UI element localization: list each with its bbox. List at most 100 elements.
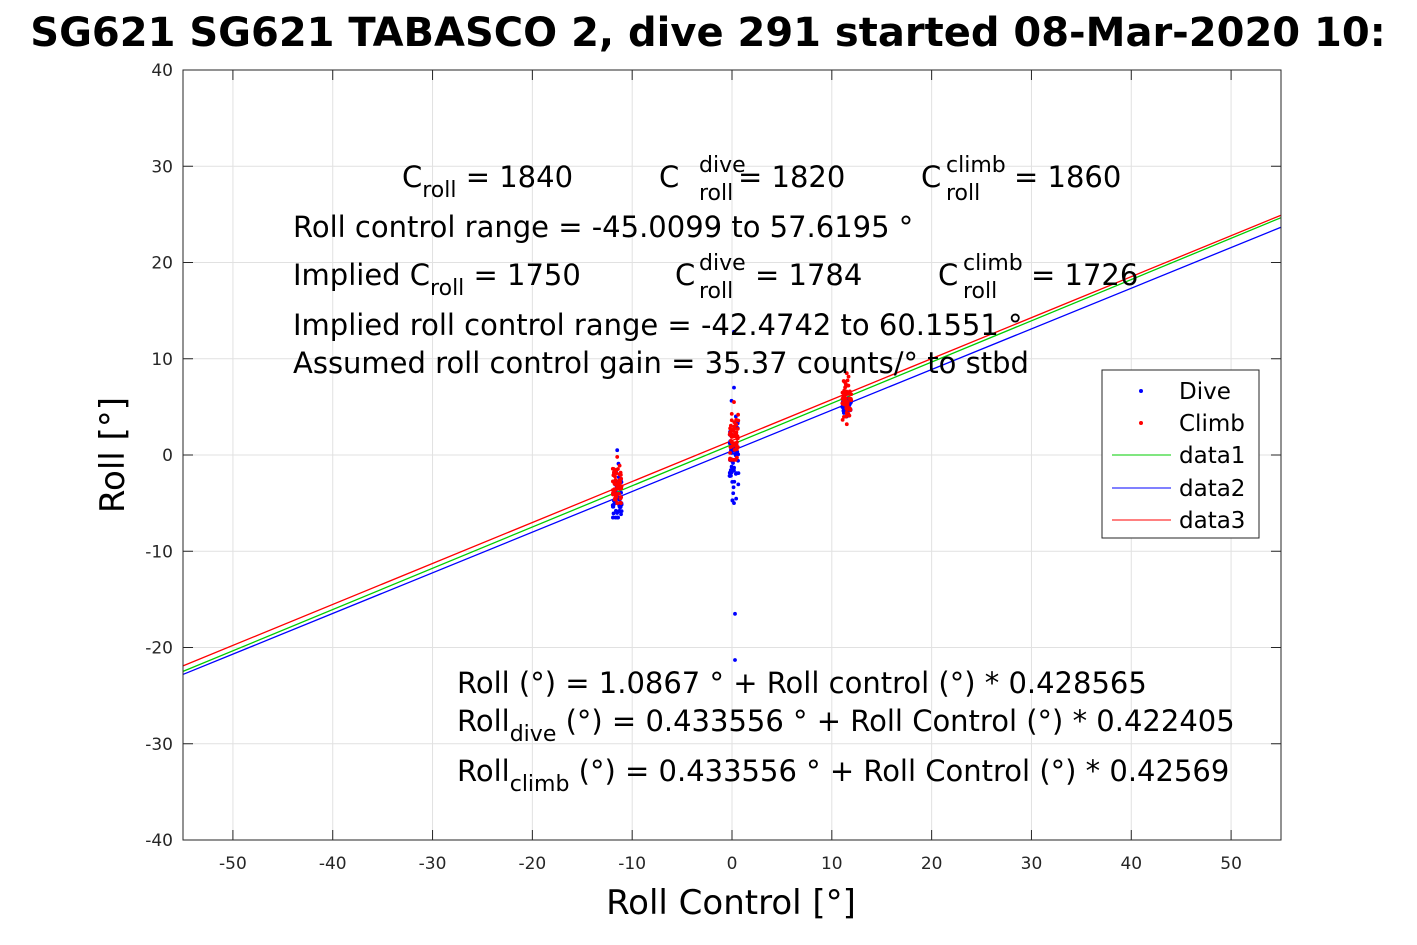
x-tick-label: 0 [727,854,738,874]
point-climb [618,500,623,505]
legend-label-data1: data1 [1179,443,1245,469]
legend-marker-climb [1139,421,1143,425]
y-tick-label: -40 [145,831,173,851]
point-climb [849,392,854,397]
point-climb [610,466,615,471]
point-climb [844,414,848,419]
chart-title: SG621 SG621 TABASCO 2, dive 291 started … [30,10,1385,56]
fit-equation-dive: Rolldive (°) = 0.433556 ° + Roll Control… [457,704,1235,747]
legend-label-climb: Climb [1179,411,1245,437]
implied-c-climb-subscript: roll [963,279,997,304]
point-dive [615,448,620,453]
x-tick-label: 10 [821,854,843,874]
implied-c-dive-superscript: dive [699,251,746,276]
point-climb [615,501,620,506]
x-axis-label: Roll Control [°] [606,883,856,923]
point-dive [732,385,736,390]
point-dive [611,504,615,509]
axis-ticks: -50 -40 -30 -20 -10 0 10 20 30 40 50 -40 -30 -20 -10 0 1… [145,61,1281,874]
c-roll-value: = 1840 [457,160,574,194]
point-climb [843,384,848,389]
roll-control-range: Roll control range = -45.0099 to 57.6195… [293,210,913,244]
point-climb [735,426,740,431]
y-tick-label: 0 [162,446,173,466]
c-dive-value: = 1820 [738,160,845,194]
point-climb [728,426,733,431]
c-dive-annotation: C [659,160,679,194]
point-climb [732,425,737,430]
fit-dive-rest: (°) = 0.433556 ° + Roll Control (°) * 0.… [556,704,1234,738]
point-dive [731,468,736,473]
x-tick-label: -20 [518,854,546,874]
implied-c-dive-value: = 1784 [755,258,862,292]
c-roll-symbol: C [402,160,422,194]
plot-frame [182,69,1282,841]
legend-box [1101,369,1260,539]
point-dive [842,411,846,415]
c-roll-subscript: roll [422,178,456,203]
point-dive-outlier [733,658,737,662]
point-climb [846,374,851,379]
x-tick-label: -40 [319,854,347,874]
legend-label-dive: Dive [1179,379,1231,405]
implied-c-climb-superscript: climb [963,251,1023,276]
c-dive-symbol: C [659,160,679,194]
point-dive [736,482,741,487]
y-tick-label: 30 [151,157,173,177]
point-climb [844,422,849,427]
point-climb [612,481,617,486]
implied-roll-control-range: Implied roll control range = -42.4742 to… [293,308,1023,342]
fit-climb-subscript: climb [510,772,570,797]
point-climb [734,430,739,435]
c-climb-symbol: C [921,160,941,194]
point-climb [728,450,732,455]
point-climb [610,491,615,496]
point-climb [842,395,846,400]
point-climb [735,436,740,441]
point-climb [845,401,850,406]
x-tick-label: -50 [219,854,247,874]
point-climb [614,495,619,499]
point-climb [847,396,852,401]
point-climb [618,486,623,490]
point-climb [618,472,623,477]
point-climb [846,411,851,416]
point-climb [845,407,849,412]
c-roll-annotation: Croll = 1840 [402,160,573,203]
point-dive [619,512,623,517]
point-dive [615,515,620,520]
point-climb [613,474,617,479]
point-climb [732,400,736,404]
point-dive [732,501,736,506]
fit-climb-rest: (°) = 0.433556 ° + Roll Control (°) * 0.… [569,754,1229,788]
x-tick-label: -30 [419,854,447,874]
implied-c-climb-symbol: C [938,258,958,292]
fit-dive-subscript: dive [510,722,557,747]
c-climb-value: = 1860 [1014,160,1121,194]
legend-label-data2: data2 [1179,476,1245,502]
y-tick-label: 10 [151,350,173,370]
implied-c-roll-subscript: roll [430,276,464,301]
annotations: Croll = 1840 C dive roll = 1820 C climb … [293,153,1235,797]
y-tick-label: -30 [145,735,173,755]
point-dive-outlier [733,611,737,616]
c-dive-superscript: dive [699,153,746,178]
point-climb [617,480,621,484]
point-climb [732,420,737,425]
x-tick-label: 40 [1120,854,1142,874]
point-climb [732,457,736,462]
point-climb [736,412,741,417]
point-dive [611,511,616,516]
point-dive [734,496,739,501]
point-climb [845,378,850,383]
legend: Dive Climb data1 data2 data3 [1101,369,1260,539]
x-tick-label: 30 [1021,854,1043,874]
point-dive [619,509,624,514]
point-dive [728,474,732,478]
legend-label-data3: data3 [1179,508,1245,534]
point-climb [843,399,848,404]
x-tick-label: -10 [618,854,646,874]
implied-c-roll: Implied Croll = 1750 [293,258,581,301]
point-climb [731,434,736,439]
